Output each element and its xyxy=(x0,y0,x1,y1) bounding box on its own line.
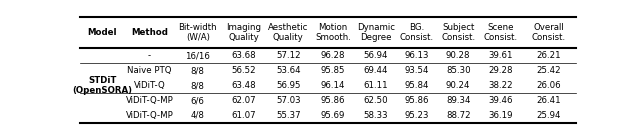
Text: 95.85: 95.85 xyxy=(321,66,345,75)
Text: 62.07: 62.07 xyxy=(232,96,256,105)
Text: 90.24: 90.24 xyxy=(446,81,470,90)
Text: 96.14: 96.14 xyxy=(321,81,345,90)
Text: 61.11: 61.11 xyxy=(364,81,388,90)
Text: 6/6: 6/6 xyxy=(191,96,205,105)
Text: 26.21: 26.21 xyxy=(536,51,561,60)
Text: 36.19: 36.19 xyxy=(488,111,513,120)
Text: 96.28: 96.28 xyxy=(321,51,345,60)
Text: 55.37: 55.37 xyxy=(276,111,301,120)
Text: 4/8: 4/8 xyxy=(191,111,205,120)
Text: ViDiT-Q-MP: ViDiT-Q-MP xyxy=(125,111,173,120)
Text: 56.94: 56.94 xyxy=(364,51,388,60)
Text: Overall
Consist.: Overall Consist. xyxy=(532,23,566,42)
Text: 96.13: 96.13 xyxy=(404,51,429,60)
Text: -: - xyxy=(148,51,151,60)
Text: 8/8: 8/8 xyxy=(191,66,205,75)
Text: 8/8: 8/8 xyxy=(191,81,205,90)
Text: 95.86: 95.86 xyxy=(404,96,429,105)
Text: 90.28: 90.28 xyxy=(446,51,470,60)
Text: STDiT
(OpenSORA): STDiT (OpenSORA) xyxy=(72,76,132,95)
Text: 25.42: 25.42 xyxy=(536,66,561,75)
Text: ViDiT-Q: ViDiT-Q xyxy=(134,81,165,90)
Text: Scene
Consist.: Scene Consist. xyxy=(483,23,517,42)
Text: 95.69: 95.69 xyxy=(321,111,345,120)
Text: 57.12: 57.12 xyxy=(276,51,301,60)
Text: Naive PTQ: Naive PTQ xyxy=(127,66,172,75)
Text: 93.54: 93.54 xyxy=(404,66,429,75)
Text: BG.
Consist.: BG. Consist. xyxy=(400,23,434,42)
Text: 95.86: 95.86 xyxy=(321,96,345,105)
Text: Motion
Smooth.: Motion Smooth. xyxy=(315,23,351,42)
Text: 62.50: 62.50 xyxy=(364,96,388,105)
Text: 95.23: 95.23 xyxy=(404,111,429,120)
Text: 25.94: 25.94 xyxy=(536,111,561,120)
Text: 58.33: 58.33 xyxy=(364,111,388,120)
Text: Dynamic
Degree: Dynamic Degree xyxy=(357,23,395,42)
Text: 89.34: 89.34 xyxy=(446,96,470,105)
Text: 61.07: 61.07 xyxy=(232,111,256,120)
Text: 56.95: 56.95 xyxy=(276,81,301,90)
Text: 56.52: 56.52 xyxy=(232,66,256,75)
Text: Model: Model xyxy=(88,28,117,37)
Text: Subject
Consist.: Subject Consist. xyxy=(441,23,476,42)
Text: 57.03: 57.03 xyxy=(276,96,301,105)
Text: 63.68: 63.68 xyxy=(232,51,256,60)
Text: 85.30: 85.30 xyxy=(446,66,470,75)
Text: Aesthetic
Quality: Aesthetic Quality xyxy=(268,23,308,42)
Text: 53.64: 53.64 xyxy=(276,66,301,75)
Text: Imaging
Quality: Imaging Quality xyxy=(226,23,261,42)
Text: 26.41: 26.41 xyxy=(536,96,561,105)
Text: 95.84: 95.84 xyxy=(404,81,429,90)
Text: 16/16: 16/16 xyxy=(186,51,210,60)
Text: 63.48: 63.48 xyxy=(232,81,256,90)
Text: 88.72: 88.72 xyxy=(446,111,470,120)
Text: 69.44: 69.44 xyxy=(364,66,388,75)
Text: 39.61: 39.61 xyxy=(488,51,513,60)
Text: ViDiT-Q-MP: ViDiT-Q-MP xyxy=(125,96,173,105)
Text: Bit-width
(W/A): Bit-width (W/A) xyxy=(179,23,217,42)
Text: 29.28: 29.28 xyxy=(488,66,513,75)
Text: 26.06: 26.06 xyxy=(536,81,561,90)
Text: 38.22: 38.22 xyxy=(488,81,513,90)
Text: 39.46: 39.46 xyxy=(488,96,513,105)
Text: Method: Method xyxy=(131,28,168,37)
